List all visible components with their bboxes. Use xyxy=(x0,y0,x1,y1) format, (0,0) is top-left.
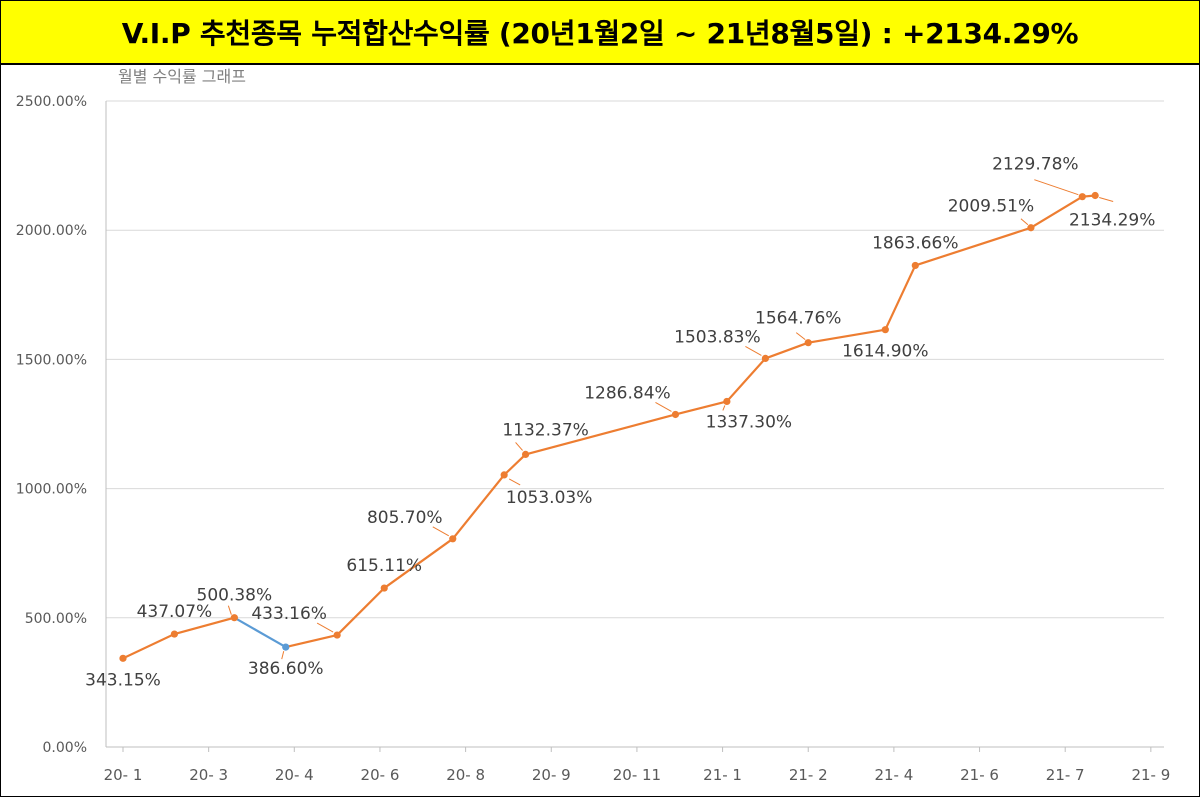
label-leader-line xyxy=(745,345,762,356)
series-line-segment xyxy=(383,537,454,590)
label-leader-line xyxy=(281,650,285,660)
data-label: 1337.30% xyxy=(706,412,792,432)
label-leader-line xyxy=(1099,197,1114,202)
label-leader-line xyxy=(722,405,726,411)
data-label: 2009.51% xyxy=(948,197,1034,217)
title-banner: V.I.P 추천종목 누적합산수익률 (20년1월2일 ~ 21년8월5일) :… xyxy=(1,1,1199,65)
data-point xyxy=(761,354,770,363)
data-point xyxy=(500,471,508,479)
series-line-segment xyxy=(173,616,236,636)
x-tick-label: 20- 1 xyxy=(104,766,143,784)
chart-title: 월별 수익률 그래프 xyxy=(118,67,246,86)
y-tick-label: 1000.00% xyxy=(16,482,87,498)
y-tick-label: 2500.00% xyxy=(16,94,87,110)
y-tick-label: 0.00% xyxy=(43,740,87,756)
data-label: 437.07% xyxy=(137,602,213,622)
data-label: 500.38% xyxy=(197,586,273,606)
label-leader-line xyxy=(1020,218,1029,226)
x-tick-label: 21- 6 xyxy=(960,766,999,784)
series-line-segment xyxy=(725,357,767,403)
series-line-segment xyxy=(884,264,917,331)
data-label: 615.11% xyxy=(346,556,422,576)
data-label: 1053.03% xyxy=(506,488,592,508)
x-tick-label: 20- 4 xyxy=(275,766,314,784)
data-label: 2129.78% xyxy=(992,155,1078,175)
data-label: 1863.66% xyxy=(872,233,958,253)
label-leader-line xyxy=(508,478,521,486)
series-line-segment xyxy=(121,632,176,660)
x-tick-label: 20- 3 xyxy=(189,766,228,784)
label-leader-line xyxy=(1034,179,1079,196)
data-point xyxy=(282,643,290,651)
data-label: 343.15% xyxy=(85,670,161,690)
x-tick-label: 20- 9 xyxy=(532,766,571,784)
data-point xyxy=(380,584,388,592)
series-line-segment xyxy=(807,328,887,344)
x-tick-label: 21- 9 xyxy=(1131,766,1170,784)
x-tick-label: 21- 1 xyxy=(703,766,742,784)
data-label: 1286.84% xyxy=(584,383,670,403)
banner-title: V.I.P 추천종목 누적합산수익률 (20년1월2일 ~ 21년8월5일) :… xyxy=(121,17,1079,50)
label-leader-line xyxy=(432,526,450,537)
x-tick-label: 21- 7 xyxy=(1046,766,1085,784)
data-label: 386.60% xyxy=(248,659,324,679)
data-label: 433.16% xyxy=(251,604,327,624)
data-point xyxy=(911,261,919,270)
series-line-segment xyxy=(284,633,339,649)
data-point xyxy=(1091,191,1099,200)
series-line-segment xyxy=(233,616,287,649)
x-tick-label: 20- 6 xyxy=(361,766,400,784)
data-point xyxy=(671,410,680,419)
data-point xyxy=(119,654,127,662)
y-tick-label: 1500.00% xyxy=(16,352,87,368)
data-point xyxy=(333,631,341,639)
data-point xyxy=(1078,193,1086,201)
data-point xyxy=(881,326,889,334)
label-leader-line xyxy=(795,332,806,341)
data-point xyxy=(1027,224,1035,232)
data-point xyxy=(723,397,731,406)
x-tick-label: 21- 2 xyxy=(789,766,828,784)
data-label: 1132.37% xyxy=(502,420,588,440)
data-label: 1503.83% xyxy=(674,327,760,347)
data-point xyxy=(521,450,530,458)
data-point xyxy=(230,614,238,622)
series-line-segment xyxy=(336,586,386,637)
series-line-segment xyxy=(764,341,810,360)
y-tick-label: 500.00% xyxy=(25,611,87,627)
data-label: 2134.29% xyxy=(1069,210,1155,230)
series-line-segment xyxy=(674,400,728,416)
series-line-segment xyxy=(524,413,677,456)
data-label: 1614.90% xyxy=(842,342,928,362)
label-leader-line xyxy=(515,442,523,451)
data-point xyxy=(170,630,178,638)
x-tick-label: 21- 4 xyxy=(874,766,913,784)
series-line-segment xyxy=(503,453,527,476)
series-line-segment xyxy=(1029,195,1084,229)
label-leader-line xyxy=(227,605,232,615)
x-tick-label: 20- 11 xyxy=(613,766,661,784)
series-line-segment xyxy=(451,473,506,540)
series-line-segment xyxy=(914,226,1033,267)
x-tick-label: 20- 8 xyxy=(446,766,485,784)
y-tick-label: 2000.00% xyxy=(16,223,87,239)
data-point xyxy=(449,535,457,543)
data-label: 1564.76% xyxy=(755,309,841,329)
data-label: 805.70% xyxy=(367,508,443,528)
label-leader-line xyxy=(316,622,334,633)
data-point xyxy=(804,339,812,347)
label-leader-line xyxy=(655,402,672,412)
